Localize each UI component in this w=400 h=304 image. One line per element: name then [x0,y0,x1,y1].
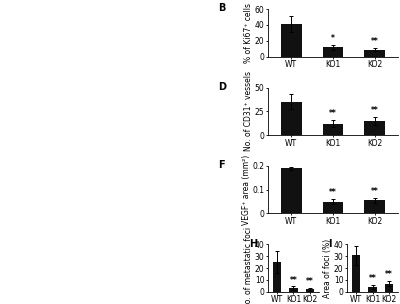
Text: **: ** [371,187,379,196]
Text: D: D [218,82,226,92]
Text: **: ** [306,277,314,286]
Bar [364,50,386,57]
Text: I: I [328,239,331,249]
Bar [364,121,386,135]
Bar [273,262,281,292]
Bar [352,255,360,292]
Y-axis label: No. of CD31⁺ vessels: No. of CD31⁺ vessels [244,71,253,151]
Bar [280,24,302,57]
Text: **: ** [385,270,393,279]
Y-axis label: Area of foci (%): Area of foci (%) [324,239,332,298]
Bar [322,124,344,135]
Bar [280,102,302,135]
Bar [364,200,386,213]
Bar [368,287,377,292]
Bar [322,47,344,57]
Text: H: H [249,239,257,249]
Y-axis label: No. of metastatic foci: No. of metastatic foci [244,227,253,304]
Text: *: * [331,34,335,43]
Y-axis label: VEGF⁺ area (mm²): VEGF⁺ area (mm²) [242,154,251,225]
Text: B: B [218,3,226,13]
Text: F: F [218,160,225,170]
Bar [280,168,302,213]
Text: **: ** [290,276,297,285]
Text: **: ** [329,109,337,118]
Text: **: ** [371,106,379,115]
Text: **: ** [329,188,337,197]
Bar [289,288,298,292]
Text: **: ** [371,37,379,46]
Text: **: ** [369,275,376,283]
Bar [385,284,393,292]
Bar [322,202,344,213]
Bar [306,289,314,292]
Y-axis label: % of Ki67⁺ cells: % of Ki67⁺ cells [244,3,253,63]
